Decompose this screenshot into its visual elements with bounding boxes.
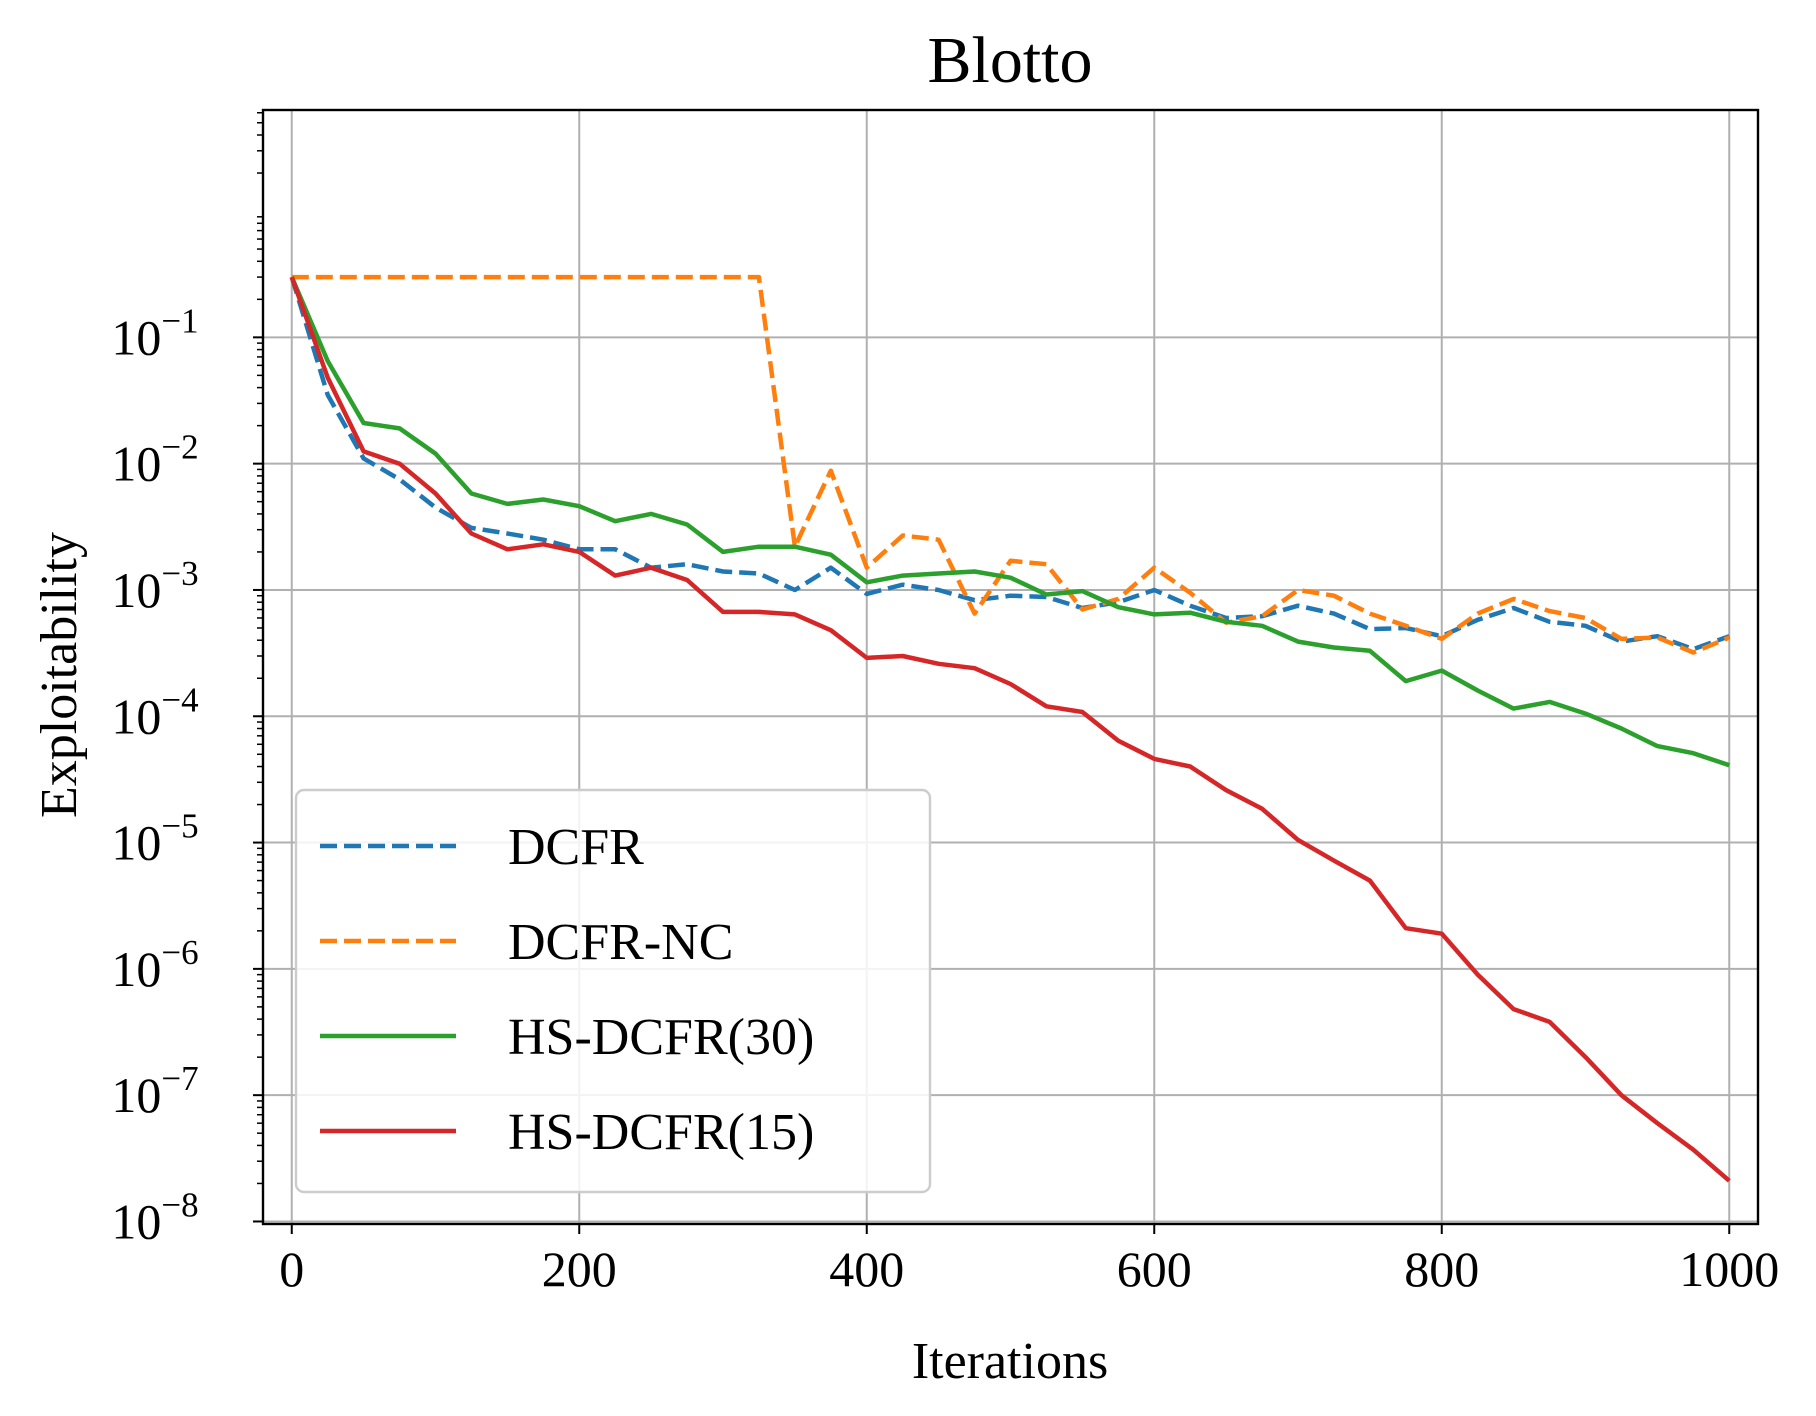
legend-label: HS-DCFR(15)	[508, 1104, 814, 1161]
legend-label: DCFR-NC	[508, 914, 733, 971]
y-tick-labels: 10−1 10−2 10−3 10−4 10−5 10−6 10−7 10−8	[111, 301, 198, 1249]
x-tick-label: 1000	[1679, 1241, 1779, 1297]
legend-label: DCFR	[508, 819, 644, 876]
plot-frame	[261, 108, 1760, 1226]
y-tick-label: 10−2	[111, 428, 198, 492]
series-line-dcfr-nc	[291, 274, 1731, 655]
y-tick-label: 10−7	[111, 1059, 198, 1123]
series-lines	[289, 274, 1731, 1183]
x-tick-label: 400	[829, 1241, 904, 1297]
x-tick-label: 600	[1117, 1241, 1192, 1297]
y-tick-label: 10−3	[111, 554, 198, 618]
y-tick-label: 10−8	[111, 1185, 198, 1249]
series-line-dcfr	[289, 276, 1731, 652]
legend-label: HS-DCFR(30)	[508, 1009, 814, 1066]
legend: DCFR DCFR-NC HS-DCFR(30) HS-DCFR(15)	[294, 788, 932, 1194]
series-line-hs-dcfr-30	[289, 276, 1731, 768]
y-tick-label: 10−1	[111, 301, 198, 365]
series-line-hs-dcfr-15	[289, 276, 1731, 1183]
x-tick-label: 0	[279, 1241, 304, 1297]
x-tick-label: 800	[1404, 1241, 1479, 1297]
y-axis-label: Exploitability	[31, 532, 88, 818]
y-tick-label: 10−5	[111, 807, 198, 871]
axis-ticks	[253, 112, 1731, 1234]
legend-box	[294, 788, 932, 1194]
y-tick-label: 10−6	[111, 933, 198, 997]
chart-title: Blotto	[927, 24, 1092, 97]
y-tick-label: 10−4	[111, 680, 198, 744]
x-axis-label: Iterations	[912, 1333, 1108, 1390]
x-tick-label: 200	[542, 1241, 617, 1297]
x-tick-labels: 0 200 400 600 800 1000	[279, 1241, 1779, 1297]
